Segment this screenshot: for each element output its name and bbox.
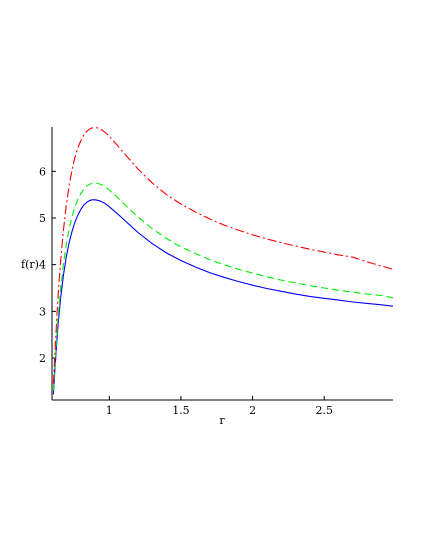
series-line-2: [52, 182, 394, 391]
series-line-3: [52, 126, 394, 384]
y-tick-label: 6: [39, 165, 46, 178]
y-axis-label: f(r): [21, 258, 39, 271]
x-axis-label: r: [219, 414, 225, 427]
x-tick-label: 2.5: [315, 404, 333, 417]
y-tick-label: 5: [39, 212, 46, 225]
tick-marks: [52, 170, 325, 400]
series-line-1: [52, 199, 394, 395]
x-tick-label: 2: [249, 404, 256, 417]
plot-axes: [51, 127, 393, 401]
series-lines: [52, 126, 394, 395]
y-tick-label: 3: [39, 305, 46, 318]
x-tick-label: 1: [106, 404, 113, 417]
tick-labels: 1 1.5 2 2.5 2 3 4 5 6: [39, 165, 333, 417]
x-tick-label: 1.5: [172, 404, 190, 417]
y-tick-label: 2: [39, 352, 46, 365]
y-tick-label: 4: [39, 259, 46, 272]
